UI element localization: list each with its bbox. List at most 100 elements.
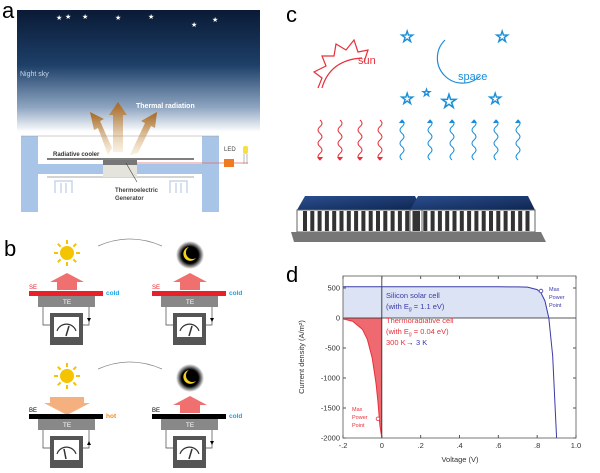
wavy-arrow	[449, 119, 455, 161]
swap-arrow-top	[97, 238, 163, 247]
panel-label-b: b	[4, 236, 16, 261]
te-module	[38, 296, 95, 307]
heat-sink-fin	[397, 211, 402, 231]
y-axis-label: Current density (A/m²)	[297, 320, 306, 394]
heat-sink-fin	[481, 211, 486, 231]
state-label: cold	[229, 413, 242, 420]
heat-sink-fin	[376, 211, 380, 231]
sun-ray	[72, 258, 77, 263]
heat-sink-fin	[405, 211, 410, 231]
annotation-text: = 0.04 eV)	[412, 327, 449, 336]
state-label: cold	[229, 290, 242, 297]
star-icon: ★	[191, 21, 197, 29]
crescent-icon	[183, 370, 196, 384]
te-label: TE	[186, 299, 195, 306]
heat-sink-fin	[346, 211, 351, 231]
y-tick-label: -2000	[321, 434, 340, 443]
mpp-label: Power	[352, 415, 368, 421]
voltmeter-needle	[188, 448, 193, 460]
x-tick-label: .8	[534, 441, 540, 450]
incoming-heat-arrow-icon	[44, 397, 90, 415]
sun-disc	[60, 369, 74, 383]
sun-disc	[60, 246, 74, 260]
emitted-heat-arrow-icon	[173, 396, 207, 413]
y-tick-label: 500	[327, 284, 340, 293]
voltmeter-scale	[179, 323, 200, 332]
heat-sink-fin	[467, 211, 472, 231]
night-moon-icon	[176, 241, 204, 269]
space-stars: ☆ ☆ ☆ ☆ ☆ ☆	[400, 29, 510, 114]
voltmeter-needle	[63, 448, 67, 460]
te-module	[161, 296, 218, 307]
wavy-arrow	[357, 119, 363, 161]
wavy-arrow	[399, 119, 405, 161]
star-icon: ☆	[400, 91, 414, 108]
base	[404, 232, 546, 242]
arrow-down-icon	[337, 156, 343, 161]
heat-sink-fin	[412, 211, 417, 231]
star-icon: ★	[65, 13, 71, 21]
current-direction-icon	[87, 441, 91, 445]
wavy-arrow	[337, 119, 343, 161]
radiative-cooler-label: Radiative cooler	[53, 152, 100, 158]
te-label: TE	[63, 422, 72, 429]
x-axis-label: Voltage (V)	[441, 455, 479, 464]
heat-sink-fin	[430, 211, 435, 231]
star-icon: ☆	[422, 88, 431, 99]
heat-sink-fin	[496, 211, 501, 231]
space-label: space	[458, 71, 487, 83]
current-direction-icon	[87, 318, 91, 322]
y-tick-label: 0	[336, 314, 340, 323]
emitter-bar	[29, 291, 103, 296]
silicon-bandgap-annotation: (with Eg = 1.1 eV)	[386, 302, 445, 313]
teg-label-2: Generator	[115, 196, 144, 202]
panel-b: b SE cold TE SE cold TE BE hot TE BE cold TE	[4, 236, 242, 468]
thermoelectric-generator	[103, 165, 137, 177]
wire	[165, 430, 213, 449]
led-icon	[243, 146, 248, 154]
panel-a: a ★ ★ ★ ★ ★ ★ ★ Night sky Thermal radiat…	[2, 0, 260, 212]
panel-c: c sun space ☆ ☆ ☆ ☆ ☆ ☆	[286, 2, 546, 242]
solar-module-surface	[410, 196, 535, 210]
pointer-line	[125, 162, 138, 183]
annotation-subscript: g	[409, 307, 412, 313]
heat-sink-fin	[459, 211, 464, 231]
thermo-bandgap-annotation: (with Eg = 0.04 eV)	[386, 327, 449, 338]
te-module	[161, 419, 218, 430]
heat-sink-fin	[510, 211, 515, 231]
arrow-up-icon	[427, 119, 433, 124]
current-direction-icon	[210, 318, 214, 322]
night-moon-icon	[176, 364, 204, 392]
night-sky-label: Night sky	[20, 71, 49, 78]
thermal-radiation-arrows	[90, 102, 157, 155]
night-sky	[17, 10, 260, 132]
heat-sink-fin	[354, 211, 359, 231]
led-label: LED	[224, 147, 236, 153]
emitter-cell: BE cold TE	[152, 364, 242, 468]
star-icon: ★	[82, 13, 88, 21]
state-label: hot	[106, 413, 117, 420]
mpp-label: Point	[549, 303, 562, 309]
y-tick-label: -1500	[321, 404, 340, 413]
frame	[409, 209, 536, 233]
heat-sink-fin	[383, 211, 388, 231]
star-icon: ☆	[440, 91, 458, 113]
arrow-down-icon	[377, 156, 383, 161]
heat-sink-fin	[525, 211, 530, 231]
voltmeter-face	[177, 317, 202, 337]
emitter-cell: SE cold TE	[29, 240, 119, 345]
wire	[42, 307, 90, 326]
arrow-down-icon	[317, 156, 323, 161]
panel-label-a: a	[2, 0, 15, 23]
silicon-series-line	[343, 286, 558, 439]
x-tick-label: 0	[380, 441, 384, 450]
emitter-label: SE	[29, 285, 37, 291]
heat-sink-fin	[361, 211, 366, 231]
base	[291, 232, 433, 242]
panel-label-c: c	[286, 2, 297, 27]
sun-ray	[57, 243, 62, 248]
arrow-down-icon	[357, 156, 363, 161]
wire	[165, 307, 213, 326]
star-icon: ★	[115, 14, 121, 22]
heat-sink-fin	[452, 211, 457, 231]
